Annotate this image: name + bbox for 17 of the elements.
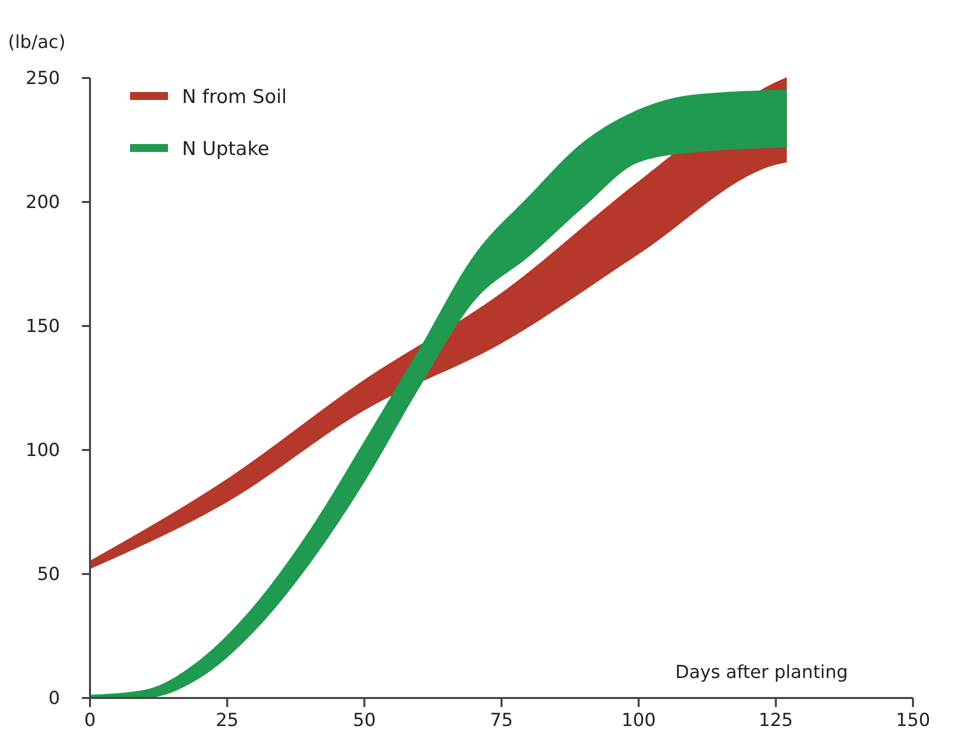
y-axis-title: (lb/ac) <box>8 32 66 53</box>
x-tick-label: 150 <box>896 710 930 731</box>
x-tick-label: 100 <box>621 710 656 731</box>
y-tick-label: 100 <box>26 440 60 461</box>
y-tick-label: 250 <box>26 68 60 89</box>
y-tick-label: 0 <box>48 688 60 709</box>
x-tick-label: 50 <box>352 710 376 731</box>
y-tick-label: 200 <box>26 192 60 213</box>
y-tick-label: 50 <box>37 564 60 585</box>
legend-label: N from Soil <box>182 86 287 108</box>
legend-label: N Uptake <box>182 138 270 160</box>
x-axis-title: Days after planting <box>675 662 848 683</box>
x-tick-label: 125 <box>758 710 794 731</box>
x-tick-label: 0 <box>84 710 96 731</box>
y-tick-label: 150 <box>26 316 60 337</box>
x-tick-label: 25 <box>216 710 239 731</box>
x-tick-label: 75 <box>490 710 513 731</box>
